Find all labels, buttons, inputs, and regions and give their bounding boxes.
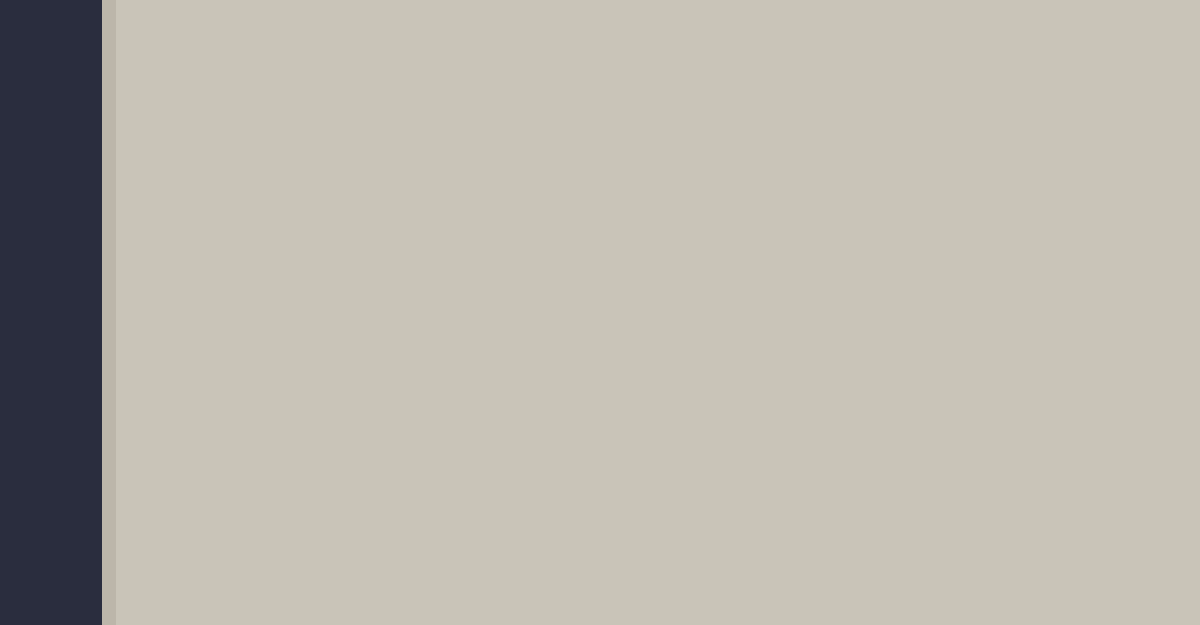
- Text: 28.  aluminum chloride -: 28. aluminum chloride -: [210, 337, 596, 364]
- Text: Write the formulas of the following ionic compounds:: Write the formulas of the following ioni…: [190, 72, 1106, 103]
- Text: 26.  potassium iodide – |: 26. potassium iodide – |: [210, 177, 587, 204]
- Text: 30.  calcium carbonate -: 30. calcium carbonate -: [210, 497, 587, 524]
- Text: 27.  magnesium oxide -: 27. magnesium oxide -: [210, 257, 572, 284]
- Text: 29.  sodium nitrate -: 29. sodium nitrate -: [210, 417, 529, 444]
